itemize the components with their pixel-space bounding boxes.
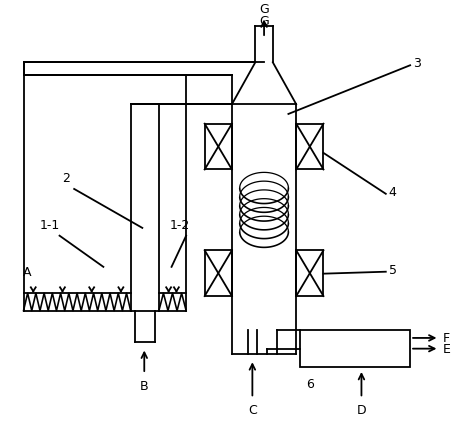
Text: G: G: [259, 14, 269, 28]
Text: 6: 6: [306, 377, 314, 390]
Text: 2: 2: [62, 172, 70, 184]
Bar: [296, 124, 323, 170]
Text: A: A: [23, 265, 32, 279]
Text: B: B: [140, 379, 148, 392]
Text: D: D: [357, 403, 366, 416]
Text: 3: 3: [413, 57, 421, 70]
Bar: [205, 250, 232, 296]
Text: C: C: [248, 403, 257, 416]
Text: 1-2: 1-2: [169, 218, 190, 231]
Text: G: G: [259, 3, 269, 16]
Text: 5: 5: [389, 264, 397, 276]
Text: F: F: [442, 332, 449, 345]
Text: 4: 4: [389, 186, 397, 199]
Text: 1-1: 1-1: [40, 218, 60, 231]
Bar: [205, 124, 232, 170]
Bar: [296, 250, 323, 296]
Bar: [300, 331, 410, 367]
Text: E: E: [442, 343, 450, 355]
